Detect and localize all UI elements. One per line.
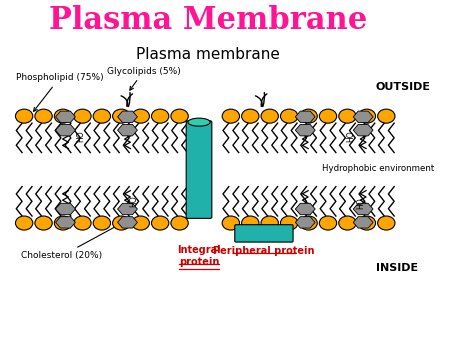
- Circle shape: [300, 109, 317, 123]
- Polygon shape: [55, 217, 76, 228]
- Circle shape: [54, 109, 72, 123]
- Text: HO: HO: [356, 197, 365, 209]
- Circle shape: [280, 109, 298, 123]
- Circle shape: [171, 216, 188, 230]
- Text: INSIDE: INSIDE: [376, 263, 418, 273]
- Circle shape: [93, 109, 111, 123]
- Circle shape: [74, 216, 91, 230]
- Circle shape: [35, 216, 52, 230]
- Polygon shape: [55, 111, 76, 122]
- Text: Plasma membrane: Plasma membrane: [136, 47, 280, 62]
- Circle shape: [152, 109, 169, 123]
- Circle shape: [280, 216, 298, 230]
- Circle shape: [152, 216, 169, 230]
- Polygon shape: [295, 111, 315, 122]
- Circle shape: [54, 216, 72, 230]
- Text: HO: HO: [346, 130, 355, 142]
- Text: HO: HO: [76, 130, 85, 142]
- FancyBboxPatch shape: [186, 121, 212, 218]
- Circle shape: [93, 216, 111, 230]
- Circle shape: [339, 216, 356, 230]
- Circle shape: [320, 216, 337, 230]
- Polygon shape: [55, 124, 76, 136]
- Circle shape: [242, 109, 259, 123]
- Ellipse shape: [188, 118, 210, 126]
- Circle shape: [112, 216, 130, 230]
- Text: Glycolipids (5%): Glycolipids (5%): [107, 67, 180, 90]
- Circle shape: [222, 109, 239, 123]
- Polygon shape: [353, 111, 373, 122]
- Polygon shape: [353, 217, 373, 228]
- Circle shape: [132, 109, 149, 123]
- Text: Hydrophobic environment: Hydrophobic environment: [322, 164, 434, 173]
- Text: HO: HO: [129, 195, 138, 207]
- Circle shape: [300, 216, 317, 230]
- Circle shape: [132, 216, 149, 230]
- Circle shape: [112, 109, 130, 123]
- FancyBboxPatch shape: [235, 225, 293, 242]
- Polygon shape: [295, 203, 315, 215]
- Circle shape: [15, 109, 33, 123]
- Polygon shape: [295, 124, 315, 136]
- Polygon shape: [55, 203, 76, 215]
- Circle shape: [222, 216, 239, 230]
- Polygon shape: [117, 124, 137, 136]
- Polygon shape: [117, 217, 137, 228]
- Circle shape: [261, 216, 279, 230]
- Polygon shape: [117, 111, 137, 122]
- Polygon shape: [353, 203, 373, 215]
- Polygon shape: [295, 217, 315, 228]
- Circle shape: [15, 216, 33, 230]
- Text: Plasma Membrane: Plasma Membrane: [49, 5, 367, 37]
- Text: Peripheral protein: Peripheral protein: [213, 246, 315, 256]
- Circle shape: [242, 216, 259, 230]
- Circle shape: [378, 216, 395, 230]
- Circle shape: [320, 109, 337, 123]
- Polygon shape: [353, 124, 373, 136]
- Circle shape: [358, 109, 376, 123]
- Circle shape: [261, 109, 279, 123]
- Text: Cholesterol (20%): Cholesterol (20%): [21, 224, 120, 260]
- Circle shape: [74, 109, 91, 123]
- Circle shape: [358, 216, 376, 230]
- Text: OUTSIDE: OUTSIDE: [376, 82, 431, 92]
- Circle shape: [378, 109, 395, 123]
- Polygon shape: [117, 203, 137, 215]
- Circle shape: [35, 109, 52, 123]
- Circle shape: [171, 109, 188, 123]
- Circle shape: [339, 109, 356, 123]
- Text: Phospholipid (75%): Phospholipid (75%): [16, 73, 104, 111]
- Text: Integral
protein: Integral protein: [177, 245, 221, 267]
